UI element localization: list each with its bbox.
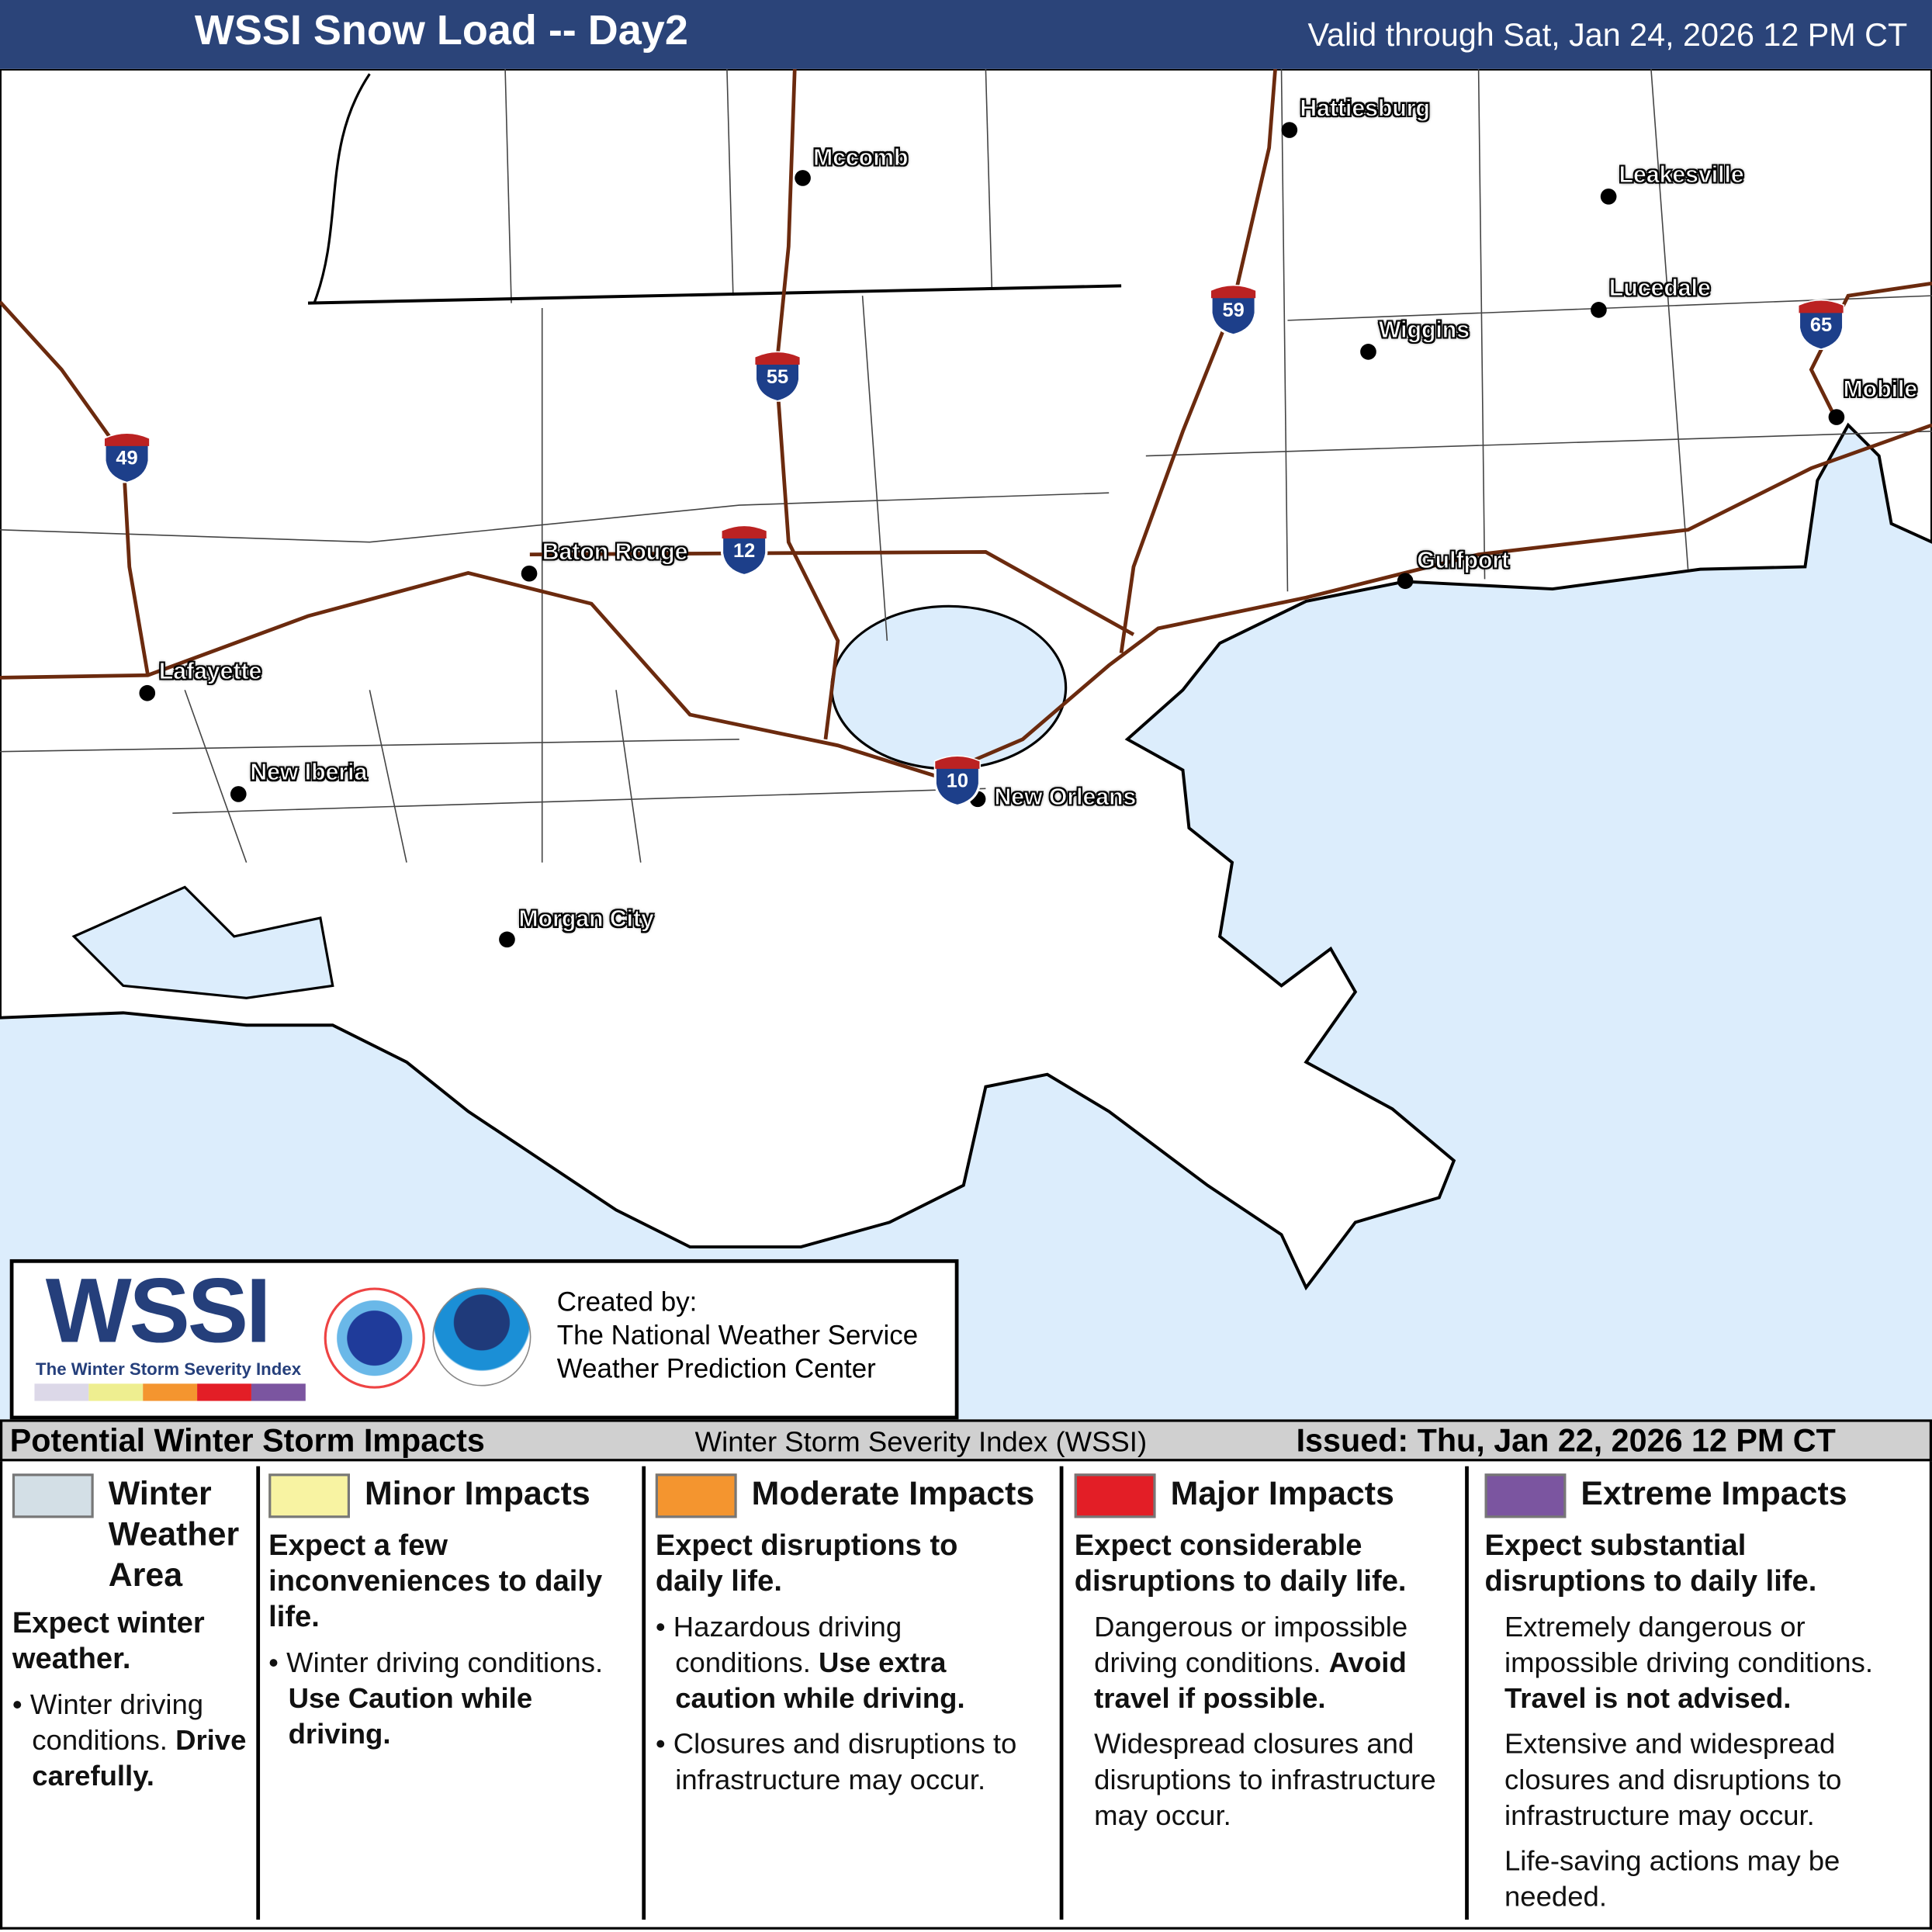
index-name: Winter Storm Severity Index (WSSI) bbox=[694, 1425, 1148, 1458]
state-line bbox=[307, 284, 1122, 305]
moderate-swatch bbox=[655, 1473, 737, 1518]
extreme-text-2: Extensive and widespread closures and di… bbox=[1504, 1727, 1842, 1831]
minor-bullet: • Winter driving conditions. Use Caution… bbox=[268, 1646, 604, 1750]
major-text-2: Widespread closures and disruptions to i… bbox=[1094, 1727, 1436, 1831]
interstate-49-shield: 49 bbox=[102, 431, 152, 483]
extreme-swatch bbox=[1484, 1473, 1567, 1518]
wssi-subtitle: The Winter Storm Severity Index bbox=[36, 1359, 302, 1379]
wwa-bullet: • Winter driving conditions. Drive caref… bbox=[12, 1688, 247, 1792]
major-swatch bbox=[1074, 1473, 1156, 1518]
legend-extreme: Extreme Impacts Expect substantial disru… bbox=[1484, 1461, 1929, 1920]
moderate-title: Moderate Impacts bbox=[751, 1474, 1035, 1512]
moderate-summary: Expect disruptions to daily life. bbox=[655, 1529, 958, 1598]
map-area: Hattiesburg Mccomb Leakesville Lucedale … bbox=[0, 68, 1932, 1420]
wwa-title: Winter Weather Area bbox=[108, 1474, 240, 1594]
impacts-legend: Winter Weather Area Expect winter weathe… bbox=[0, 1461, 1932, 1930]
noaa-logo-icon bbox=[432, 1287, 531, 1387]
wwa-swatch bbox=[12, 1473, 94, 1518]
nws-logo-icon bbox=[324, 1287, 425, 1389]
valid-time: Valid through Sat, Jan 24, 2026 12 PM CT bbox=[1307, 16, 1908, 54]
interstate-12-shield: 12 bbox=[719, 524, 769, 576]
minor-swatch bbox=[268, 1473, 350, 1518]
extreme-text-1: Extremely dangerous or impossible drivin… bbox=[1504, 1610, 1874, 1714]
credits-box: WSSI The Winter Storm Severity Index Cre… bbox=[9, 1259, 959, 1420]
interstate-55-shield: 55 bbox=[753, 350, 802, 402]
vermilion-bay bbox=[71, 885, 334, 999]
interstate-10-shield: 10 bbox=[933, 754, 982, 806]
map-title: WSSI Snow Load -- Day2 bbox=[194, 7, 688, 54]
extreme-summary: Expect substantial disruptions to daily … bbox=[1484, 1529, 1817, 1598]
lake-pontchartrain bbox=[830, 604, 1068, 770]
map-base bbox=[0, 68, 1932, 1291]
major-summary: Expect considerable disruptions to daily… bbox=[1074, 1529, 1407, 1598]
impacts-title: Potential Winter Storm Impacts bbox=[9, 1421, 485, 1459]
created-by: Created by: The National Weather Service W… bbox=[556, 1286, 919, 1384]
moderate-bullet-2: • Closures and disruptions to infrastruc… bbox=[655, 1727, 1017, 1795]
wssi-logo: WSSI bbox=[45, 1259, 272, 1362]
interstate-59-shield: 59 bbox=[1209, 283, 1259, 335]
header-bar: WSSI Snow Load -- Day2 Valid through Sat… bbox=[0, 0, 1932, 69]
issued-time: Issued: Thu, Jan 22, 2026 12 PM CT bbox=[1296, 1421, 1836, 1459]
major-text-1: Dangerous or impossible driving conditio… bbox=[1094, 1610, 1408, 1714]
wssi-color-bar bbox=[34, 1383, 306, 1401]
legend-minor: Minor Impacts Expect a few inconvenience… bbox=[268, 1461, 638, 1920]
legend-wwa: Winter Weather Area Expect winter weathe… bbox=[12, 1461, 256, 1920]
impacts-header: Potential Winter Storm Impacts Winter St… bbox=[0, 1419, 1932, 1462]
moderate-bullet-1: • Hazardous driving conditions. Use extr… bbox=[655, 1610, 965, 1714]
interstate-roads bbox=[0, 68, 1932, 778]
minor-title: Minor Impacts bbox=[365, 1474, 590, 1512]
minor-summary: Expect a few inconveniences to daily lif… bbox=[268, 1529, 603, 1634]
wwa-summary: Expect winter weather. bbox=[12, 1606, 205, 1676]
legend-moderate: Moderate Impacts Expect disruptions to d… bbox=[655, 1461, 1052, 1920]
mississippi-river bbox=[313, 73, 371, 304]
extreme-title: Extreme Impacts bbox=[1581, 1474, 1847, 1512]
major-title: Major Impacts bbox=[1170, 1474, 1394, 1512]
interstate-65-shield: 65 bbox=[1796, 298, 1846, 350]
legend-major: Major Impacts Expect considerable disrup… bbox=[1074, 1461, 1464, 1920]
extreme-text-3: Life-saving actions may be needed. bbox=[1504, 1844, 1840, 1913]
